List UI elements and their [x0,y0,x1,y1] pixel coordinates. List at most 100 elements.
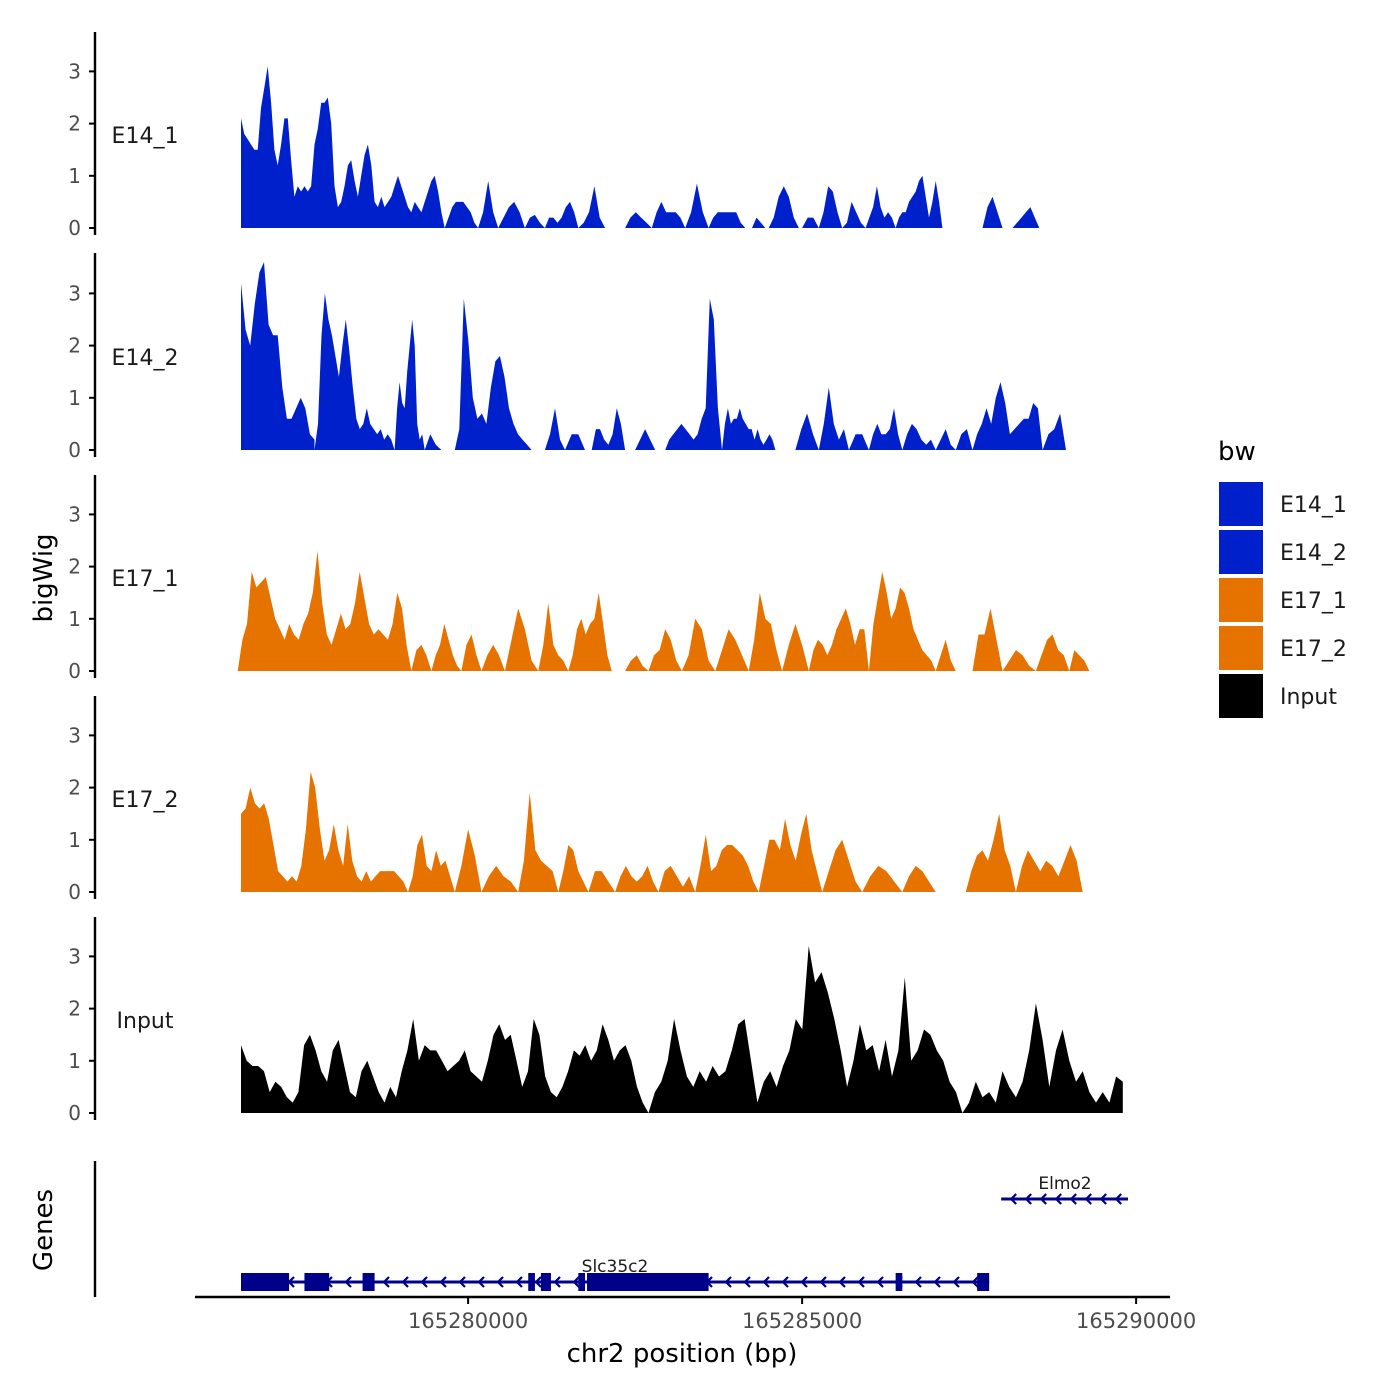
exon-block [587,1273,709,1291]
strand-chevron [458,1276,466,1288]
signal-area [658,865,696,892]
signal-area [665,298,722,450]
strand-chevron [1084,1193,1092,1205]
signal-area [241,262,315,450]
x-tick-label: 165290000 [1076,1309,1196,1333]
signal-area [625,212,652,228]
signal-area [565,434,592,450]
signal-area [651,201,686,228]
legend-title: bw [1218,437,1256,467]
signal-area [1042,413,1066,450]
strand-chevron [800,1276,808,1288]
signal-area [524,214,545,228]
y-tick-label: 1 [68,1049,81,1073]
exon-block [540,1273,551,1291]
y-tick-label: 2 [68,776,81,800]
strand-chevron [515,1276,523,1288]
signal-area [972,608,1003,671]
signal-area [454,829,482,892]
track-label: E17_1 [112,567,179,592]
signal-area [955,429,973,450]
exon-block [895,1273,903,1291]
signal-area [444,201,479,228]
signal-area [808,608,869,671]
x-axis: 165280000 165285000 165290000 [195,1295,1196,1333]
y-tick-label: 0 [68,216,81,240]
strand-chevron [876,1276,884,1288]
strand-chevron [382,1276,390,1288]
y-tick-label: 2 [68,112,81,136]
strand-chevron [534,1276,542,1288]
gene-label: Slc35c2 [582,1257,649,1277]
signal-area [865,186,896,228]
y-tick-label: 2 [68,555,81,579]
strand-chevron [1009,1193,1017,1205]
y-tick-label: 3 [68,502,81,526]
strand-chevron [439,1276,447,1288]
y-tick-label: 1 [68,164,81,188]
signal-area [982,196,1003,228]
legend-key-E17_2 [1219,626,1263,670]
strand-chevron [1069,1193,1077,1205]
strand-chevron [781,1276,789,1288]
signal-area [1035,634,1070,671]
strand-chevron [952,1276,960,1288]
exon-block [304,1273,330,1291]
strand-chevron [344,1276,352,1288]
signal-area [424,434,442,450]
signal-area [558,845,589,892]
signal-area [538,603,569,671]
y-axis-title: bigWig [29,533,59,622]
legend-label: E14_2 [1280,541,1347,566]
y-tick-label: 1 [68,386,81,410]
legend-label: E17_1 [1280,589,1347,614]
y-tick-label: 1 [68,828,81,852]
legend-key-E14_2 [1219,530,1263,574]
strand-chevron [762,1276,770,1288]
y-tick-label: 1 [68,607,81,631]
y-tick-label: 0 [68,438,81,462]
signal-area [635,429,656,450]
signal-area [588,871,616,892]
y-tick-label: 0 [68,880,81,904]
y-tick-label: 3 [68,723,81,747]
exon-block [241,1273,290,1291]
signal-area [935,639,956,671]
track-label: E17_2 [112,788,179,813]
signal-area [902,865,936,892]
track-label: E14_2 [112,346,179,371]
signal-area [504,608,539,671]
signal-area [868,408,903,450]
signal-area [615,865,659,892]
exon-block [977,1273,990,1291]
signal-area [481,865,519,892]
strand-chevron [857,1276,865,1288]
y-tick-label: 2 [68,334,81,358]
track-label: Input [117,1009,174,1034]
signal-area [568,592,612,671]
signal-area [481,644,505,671]
x-tick-label: 165280000 [408,1309,528,1333]
track-E17_1: 0 1 2 3 E17_1 [68,475,1090,683]
gene-Slc35c2: Slc35c2 [241,1257,990,1291]
signal-area [498,201,525,228]
signal-area [972,382,1043,450]
exon-block [528,1273,535,1291]
signal-area [715,629,749,671]
signal-area [1015,845,1083,892]
strand-chevron [477,1276,485,1288]
y-tick-label: 3 [68,281,81,305]
strand-chevron [420,1276,428,1288]
signal-area [241,1019,649,1113]
signal-area [818,186,843,228]
signal-area [685,183,709,228]
signal-area [625,655,649,671]
signal-area [1012,207,1040,228]
signal-area [708,212,746,228]
track-Input: 0 1 2 3 Input [68,917,1123,1125]
signal-area [544,201,579,228]
signal-area [818,387,849,450]
track-E14_1: 0 1 2 3 E14_1 [68,32,1040,240]
legend: bw E14_1 E14_2 E17_1 E17_2 Input [1218,437,1347,718]
signal-area [962,1003,1123,1113]
